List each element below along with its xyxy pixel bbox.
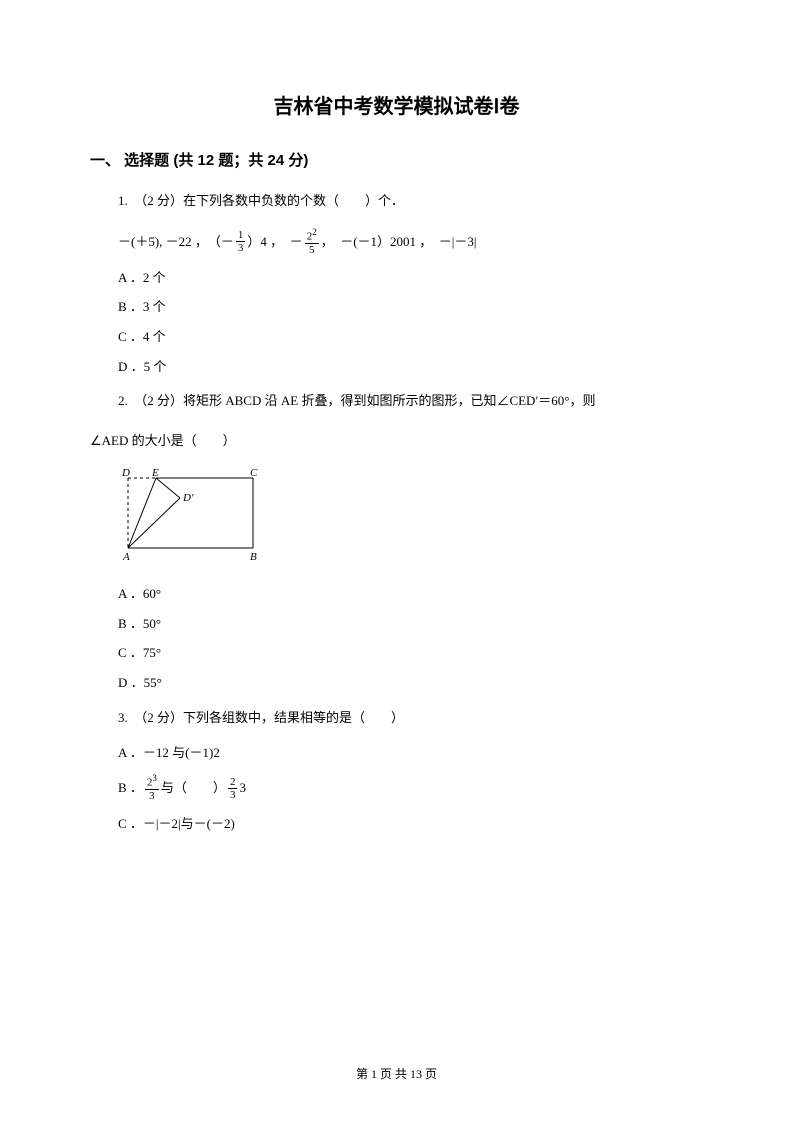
- num-exp: 3: [152, 773, 157, 783]
- question-1-options: A ．2 个 B ．3 个 C ．4 个 D ．5 个: [118, 270, 703, 374]
- option-d: D ．55°: [118, 675, 703, 691]
- footer-total-pages: 13: [410, 1067, 422, 1081]
- option-c: C ．4 个: [118, 329, 703, 345]
- label-c: C: [250, 468, 258, 479]
- fraction-den: 3: [236, 242, 246, 254]
- line-edp: [156, 478, 180, 498]
- option-b-suf: 3: [239, 780, 246, 796]
- fraction-den: 3: [147, 790, 157, 802]
- label-b: B: [250, 551, 257, 563]
- question-3-stem: 3. （2 分）下列各组数中，结果相等的是（ ）: [118, 705, 703, 731]
- question-2-diagram: D E C A B D′: [118, 468, 703, 572]
- question-1-expression: －(＋5), －22 ， （－ 1 3 ）4 ， － 22 5 ， －(－1）2…: [118, 228, 703, 256]
- option-b-pre: B ．: [118, 780, 143, 796]
- label-e: E: [151, 468, 159, 479]
- fraction-num: 22: [305, 228, 319, 244]
- question-3-options: A ．－12 与(－1)2 B ． 23 3 与（ ） 2 3 3 C ．－|－…: [118, 745, 703, 832]
- footer-pre: 第: [356, 1067, 371, 1081]
- question-2-stem-continued: ∠AED 的大小是（ ）: [90, 428, 703, 454]
- option-d: D ．5 个: [118, 359, 703, 375]
- fraction-num: 1: [236, 229, 246, 242]
- fraction-num: 23: [145, 774, 159, 790]
- footer-suf: 页: [422, 1067, 437, 1081]
- line-adp: [128, 498, 180, 548]
- option-c: C ．－|－2|与－(－2): [118, 816, 703, 832]
- label-d: D: [121, 468, 130, 479]
- fraction: 1 3: [236, 229, 246, 254]
- expr-text: ）4 ， －: [247, 234, 302, 250]
- question-2-options: A ．60° B ．50° C ．75° D ．55°: [118, 586, 703, 690]
- fraction: 2 3: [228, 776, 238, 801]
- expr-text: ， －(－1）2001 ， －|－3|: [321, 234, 477, 250]
- page-footer: 第 1 页 共 13 页: [0, 1065, 793, 1082]
- option-b: B ． 23 3 与（ ） 2 3 3: [118, 774, 703, 802]
- label-a: A: [122, 551, 130, 563]
- fraction: 22 5: [305, 228, 319, 256]
- option-c: C ．75°: [118, 645, 703, 661]
- option-a: A ．2 个: [118, 270, 703, 286]
- question-2: 2. （2 分）将矩形 ABCD 沿 AE 折叠，得到如图所示的图形，已知∠CE…: [118, 388, 703, 414]
- expr-text: －(＋5), －22 ， （－: [118, 234, 234, 250]
- num-exp: 2: [312, 227, 317, 237]
- line-ae: [128, 478, 156, 548]
- question-2-stem: 2. （2 分）将矩形 ABCD 沿 AE 折叠，得到如图所示的图形，已知∠CE…: [118, 388, 703, 414]
- option-b: B ．50°: [118, 616, 703, 632]
- section-heading: 一、 选择题 (共 12 题；共 24 分): [90, 149, 703, 170]
- fold-diagram-svg: D E C A B D′: [118, 468, 268, 563]
- option-b: B ．3 个: [118, 299, 703, 315]
- option-a: A ．－12 与(－1)2: [118, 745, 703, 761]
- exam-page: 吉林省中考数学模拟试卷Ⅰ卷 一、 选择题 (共 12 题；共 24 分) 1. …: [0, 0, 793, 886]
- fraction: 23 3: [145, 774, 159, 802]
- question-3: 3. （2 分）下列各组数中，结果相等的是（ ） A ．－12 与(－1)2 B…: [118, 705, 703, 832]
- question-2-body: D E C A B D′ A ．60° B ．50° C ．75° D ．55°: [118, 468, 703, 690]
- fraction-den: 5: [307, 244, 317, 256]
- option-a: A ．60°: [118, 586, 703, 602]
- question-1-stem: 1. （2 分）在下列各数中负数的个数（ ）个．: [118, 188, 703, 214]
- label-dp: D′: [182, 492, 194, 504]
- fraction-num: 2: [228, 776, 238, 789]
- fraction-den: 3: [228, 789, 238, 801]
- footer-mid: 页 共: [377, 1067, 410, 1081]
- page-title: 吉林省中考数学模拟试卷Ⅰ卷: [90, 90, 703, 119]
- question-1: 1. （2 分）在下列各数中负数的个数（ ）个． －(＋5), －22 ， （－…: [118, 188, 703, 374]
- option-b-mid: 与（ ）: [161, 780, 226, 796]
